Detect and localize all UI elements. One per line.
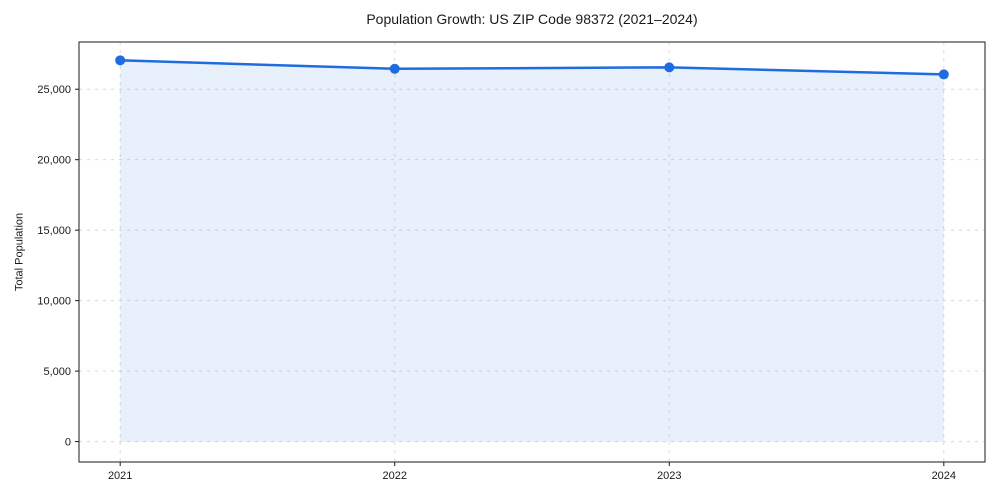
y-tick-label: 25,000 [37, 84, 71, 96]
y-tick-label: 10,000 [37, 296, 71, 308]
y-tick-label: 0 [65, 437, 71, 449]
x-tick-label: 2021 [108, 470, 132, 482]
x-tick-label: 2023 [657, 470, 681, 482]
chart-title: Population Growth: US ZIP Code 98372 (20… [366, 11, 698, 27]
data-point-marker [115, 55, 126, 66]
data-point-marker [664, 62, 675, 73]
data-point-marker [938, 69, 949, 80]
x-tick-label: 2022 [382, 470, 406, 482]
area-fill [120, 60, 944, 442]
y-tick-label: 20,000 [37, 155, 71, 167]
data-line [118, 59, 946, 76]
y-tick-label: 5,000 [43, 366, 71, 378]
y-tick-label: 15,000 [37, 225, 71, 237]
data-point-marker [389, 63, 400, 74]
plot-border [78, 41, 986, 463]
x-tick-label: 2024 [932, 470, 956, 482]
